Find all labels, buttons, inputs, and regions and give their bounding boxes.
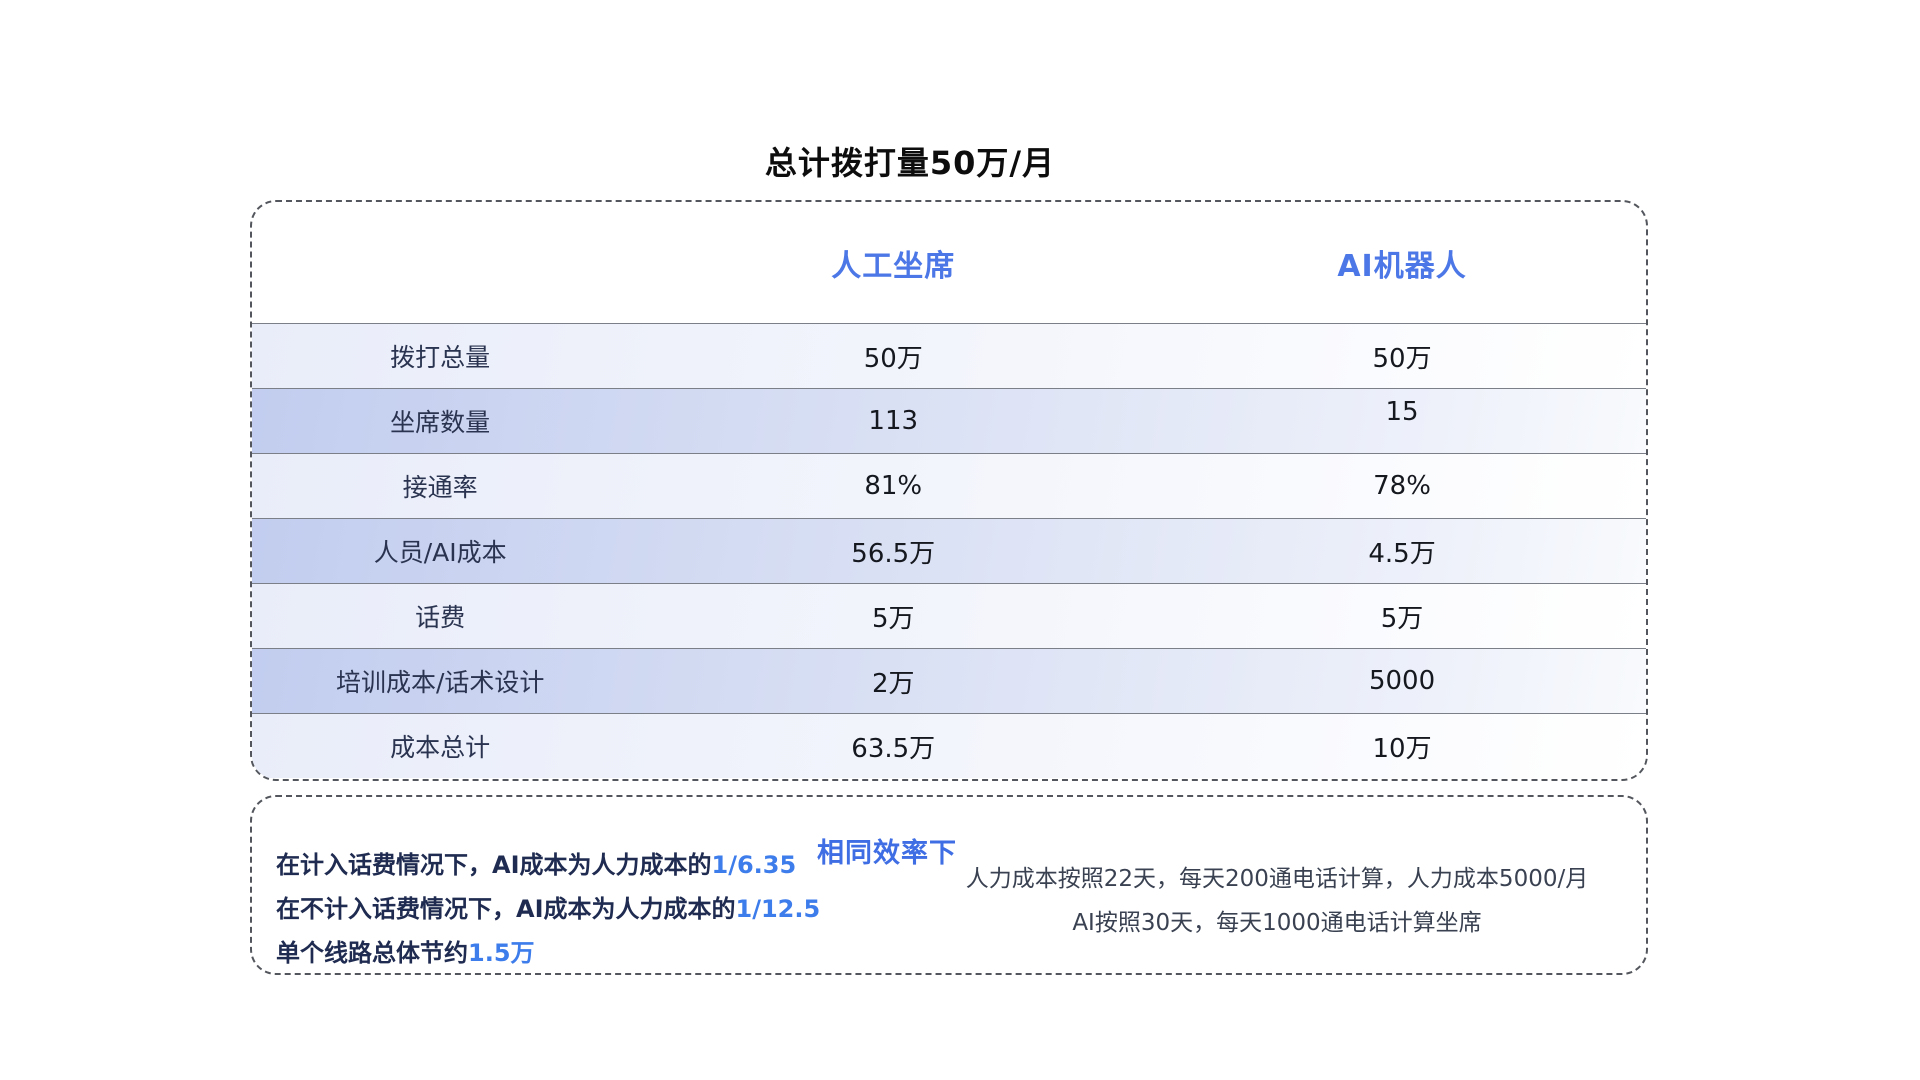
row-label: 拨打总量 — [390, 343, 491, 372]
conclusion-highlight: 1/12.5 — [735, 895, 821, 923]
table-row: 坐席数量 113 15 — [252, 388, 1646, 453]
calculation-notes: 人力成本按照22天，每天200通电话计算，人力成本5000/月 AI按照30天，… — [797, 857, 1757, 945]
comparison-table: 人工坐席 AI机器人 拨打总量 50万 50万 坐席数量 113 15 接通率 … — [250, 200, 1648, 781]
ai-robot-value: 5万 — [1380, 603, 1424, 634]
manual-agent-value: 5万 — [871, 603, 915, 634]
table-body: 拨打总量 50万 50万 坐席数量 113 15 接通率 81% 78% 人员/… — [252, 323, 1646, 778]
ai-robot-value: 15 — [1385, 397, 1419, 427]
ai-robot-value: 78% — [1373, 471, 1431, 501]
table-row: 拨打总量 50万 50万 — [252, 323, 1646, 388]
table-row: 话费 5万 5万 — [252, 583, 1646, 648]
calculation-note-line: 人力成本按照22天，每天200通电话计算，人力成本5000/月 — [965, 866, 1589, 892]
conclusion-line: 在计入话费情况下，AI成本为人力成本的1/6.35 — [276, 843, 820, 887]
ai-robot-value: 10万 — [1372, 733, 1432, 764]
summary-box: 在计入话费情况下，AI成本为人力成本的1/6.35 在不计入话费情况下，AI成本… — [250, 795, 1648, 975]
conclusion-line: 在不计入话费情况下，AI成本为人力成本的1/12.5 — [276, 887, 820, 931]
conclusion-text: 单个线路总体节约 — [276, 939, 468, 967]
table-row: 人员/AI成本 56.5万 4.5万 — [252, 518, 1646, 583]
conclusion-highlight: 1/6.35 — [711, 851, 797, 879]
conclusion-text: 在不计入话费情况下，AI成本为人力成本的 — [276, 895, 736, 923]
ai-robot-value: 50万 — [1372, 343, 1432, 374]
row-label: 人员/AI成本 — [373, 538, 507, 567]
table-header-row: 人工坐席 AI机器人 — [252, 202, 1646, 323]
column-header-ai-robot: AI机器人 — [1337, 248, 1467, 284]
cost-conclusions: 在计入话费情况下，AI成本为人力成本的1/6.35 在不计入话费情况下，AI成本… — [276, 843, 820, 975]
ai-robot-value: 4.5万 — [1368, 538, 1436, 569]
manual-agent-value: 2万 — [871, 668, 915, 699]
conclusion-line: 单个线路总体节约1.5万 — [276, 931, 820, 975]
table-row: 培训成本/话术设计 2万 5000 — [252, 648, 1646, 713]
row-label: 接通率 — [402, 473, 478, 502]
efficiency-title: 相同效率下 — [817, 838, 957, 869]
row-label: 培训成本/话术设计 — [335, 668, 545, 697]
manual-agent-value: 113 — [868, 406, 919, 436]
row-label: 坐席数量 — [390, 408, 491, 437]
row-label: 成本总计 — [390, 733, 491, 762]
column-header-manual-agent: 人工坐席 — [831, 248, 956, 284]
manual-agent-value: 81% — [864, 471, 923, 501]
page-title: 总计拨打量50万/月 — [764, 144, 1056, 182]
manual-agent-value: 63.5万 — [851, 733, 936, 764]
table-row: 成本总计 63.5万 10万 — [252, 713, 1646, 778]
conclusion-text: 在计入话费情况下，AI成本为人力成本的 — [276, 851, 712, 879]
manual-agent-value: 50万 — [863, 343, 923, 374]
conclusion-highlight: 1.5万 — [468, 939, 535, 967]
calculation-note-line: AI按照30天，每天1000通电话计算坐席 — [1072, 910, 1482, 936]
ai-robot-value: 5000 — [1368, 666, 1436, 696]
table-row: 接通率 81% 78% — [252, 453, 1646, 518]
manual-agent-value: 56.5万 — [851, 538, 936, 569]
row-label: 话费 — [415, 603, 466, 632]
